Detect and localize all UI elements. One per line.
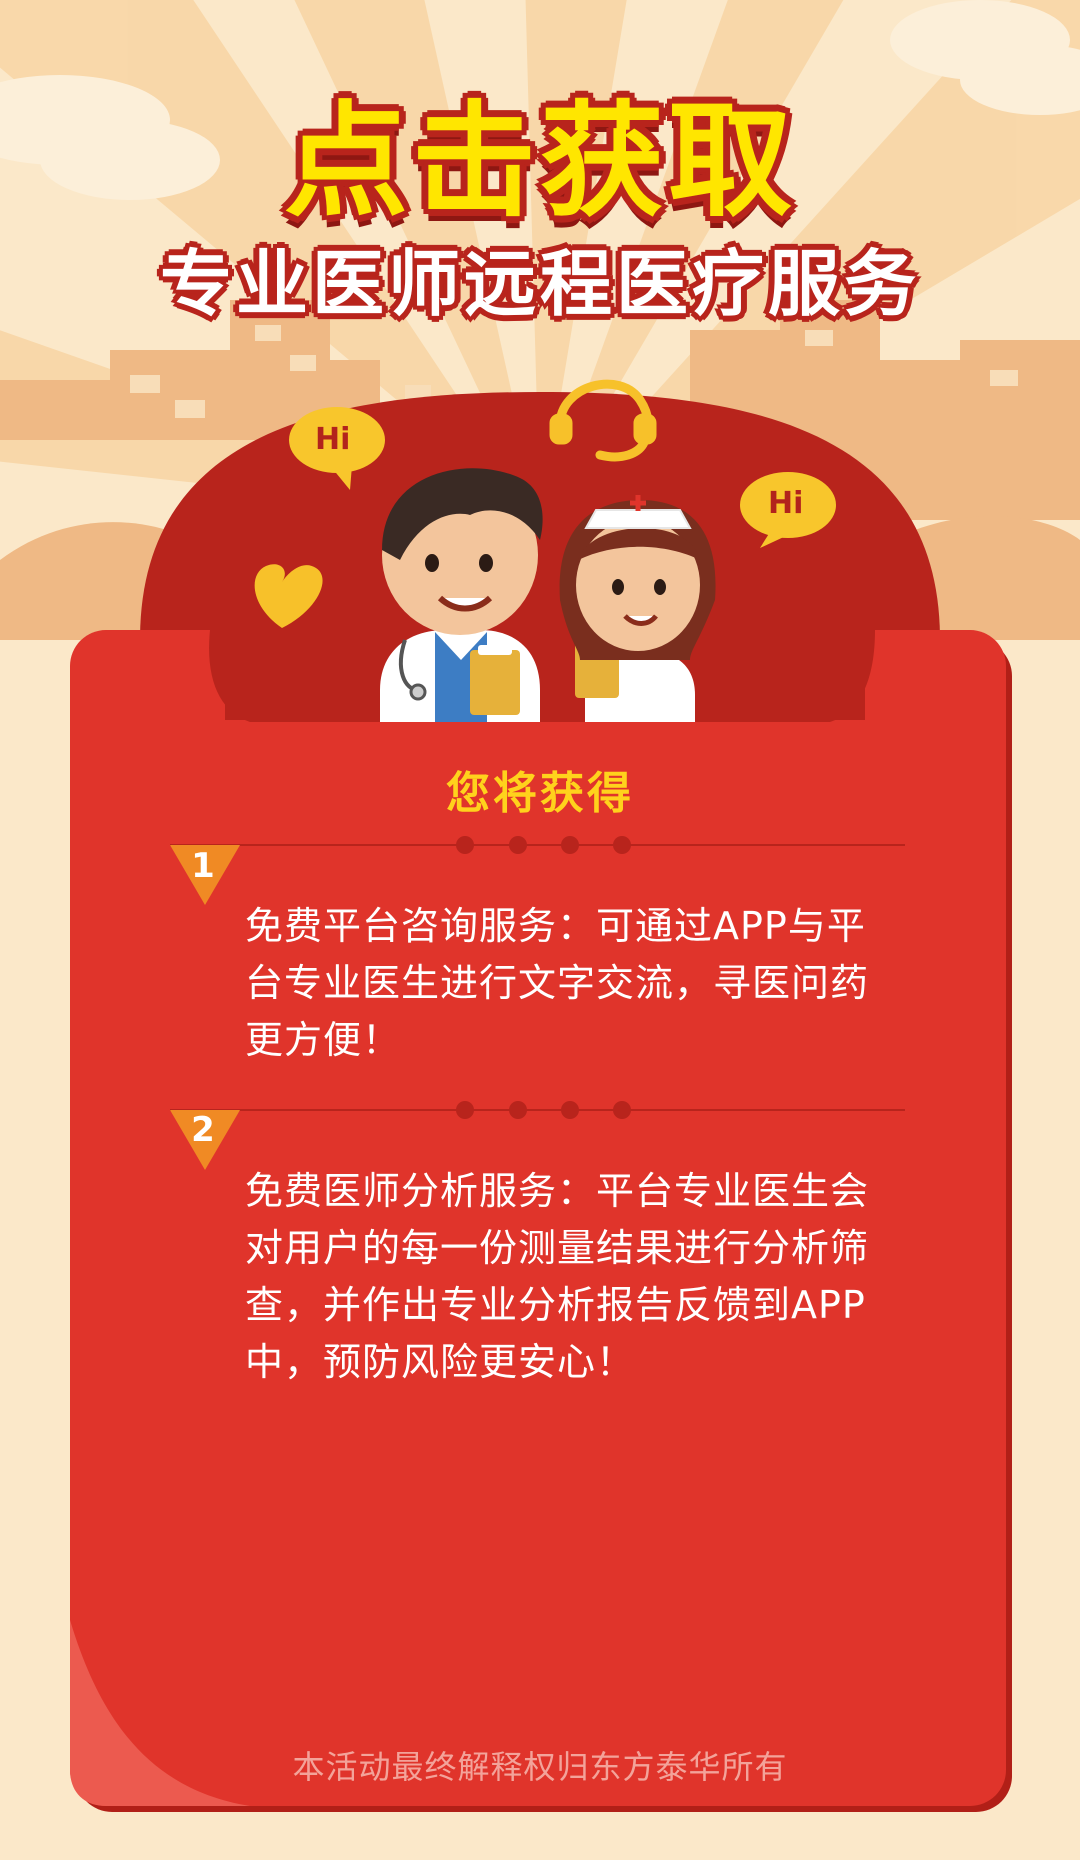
clouds xyxy=(0,0,1080,200)
nurse-illustration xyxy=(559,495,716,722)
item-2-text: 免费医师分析服务：平台专业医生会对用户的每一份测量结果进行分析筛查，并作出专业分… xyxy=(245,1169,870,1384)
page-subtitle: 专业医师远程医疗服务 xyxy=(159,242,920,326)
speech-bubble-right xyxy=(740,472,836,548)
speech-bubble-right-text: Hi xyxy=(768,486,804,521)
card-heading: 您将获得 xyxy=(446,768,634,819)
skyline-windows xyxy=(130,325,1018,418)
card-body xyxy=(70,630,1006,1806)
heart-icon xyxy=(254,564,323,628)
badge-1-shape xyxy=(170,845,240,905)
page-title: 点击获取 xyxy=(283,90,796,234)
divider-2 xyxy=(170,1101,905,1119)
speech-bubble-left xyxy=(289,407,385,490)
item-1-text: 免费平台咨询服务：可通过APP与平台专业医生进行文字交流，寻医问药更方便！ xyxy=(245,904,870,1062)
doctor-illustration xyxy=(380,468,543,722)
badge-2-shape xyxy=(170,1110,240,1170)
card-bottom-curl xyxy=(70,1620,250,1806)
speech-bubble-left-text: Hi xyxy=(315,422,351,457)
item-1-number: 1 xyxy=(191,846,215,886)
headset-icon xyxy=(549,379,657,462)
card-notch-fill xyxy=(225,600,865,720)
item-2-number: 2 xyxy=(191,1110,215,1150)
divider-1 xyxy=(170,836,905,854)
footer-note: 本活动最终解释权归东方泰华所有 xyxy=(292,1748,788,1786)
